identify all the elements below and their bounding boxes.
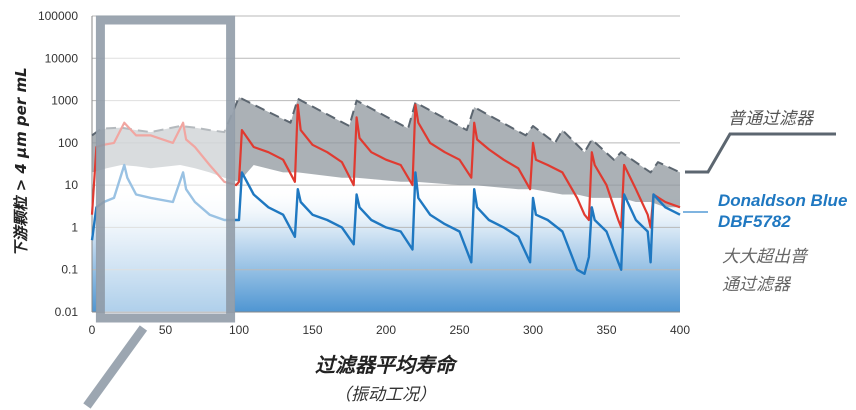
x-tick-label: 0 <box>89 323 96 337</box>
x-tick-label: 300 <box>523 323 543 337</box>
legend-gray-leader <box>685 132 836 174</box>
series-conventional-upper <box>91 96 681 174</box>
y-tick-label: 100000 <box>38 9 78 23</box>
annotation-line-1: 大大超出普 <box>722 247 809 267</box>
highlight-overlay <box>83 15 236 409</box>
y-tick-label: 0.1 <box>61 263 78 277</box>
x-tick-label: 200 <box>376 323 396 337</box>
x-tick-label: 350 <box>596 323 616 337</box>
y-tick-label: 1 <box>71 220 78 234</box>
y-tick-label: 0.01 <box>55 305 79 319</box>
legend-dbf5782: DBF5782 <box>718 212 791 231</box>
y-tick-label: 10000 <box>45 51 79 65</box>
legend-donaldson-blue: Donaldson Blue <box>718 191 847 210</box>
x-tick-label: 150 <box>302 323 322 337</box>
x-tick-label: 250 <box>449 323 469 337</box>
y-tick-label: 10 <box>65 178 79 192</box>
highlight-frame <box>95 15 236 323</box>
annotation-line-2: 通过滤器 <box>722 275 792 295</box>
legend-conventional-filter: 普通过滤器 <box>728 109 815 129</box>
y-axis-title: 下游颗粒 > 4 µm per mL <box>12 67 30 256</box>
y-tick-labels: 100000 10000 1000 100 10 1 0.1 0.01 <box>38 9 78 319</box>
x-axis-subtitle: （振动工况） <box>334 385 436 405</box>
x-tick-label: 50 <box>159 323 173 337</box>
highlight-fade <box>96 16 235 312</box>
x-axis-title: 过滤器平均寿命 <box>315 353 458 377</box>
x-tick-label: 100 <box>229 323 249 337</box>
highlight-pointer <box>83 325 148 409</box>
y-tick-label: 100 <box>58 136 78 150</box>
x-tick-label: 400 <box>670 323 690 337</box>
y-tick-label: 1000 <box>51 94 78 108</box>
x-tick-labels: 0 50 100 150 200 250 300 350 400 <box>89 323 691 337</box>
